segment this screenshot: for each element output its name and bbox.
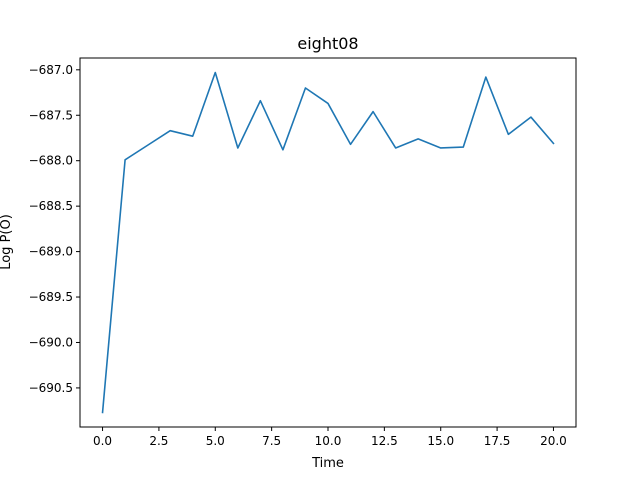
x-tick-label: 20.0	[540, 434, 567, 448]
x-tick-label: 0.0	[93, 434, 112, 448]
data-point	[147, 144, 149, 146]
data-point	[395, 147, 397, 149]
data-point	[372, 111, 374, 113]
series-line	[101, 71, 555, 414]
data-point	[237, 147, 239, 149]
data-point	[485, 76, 487, 78]
data-point	[305, 87, 307, 89]
series-layer	[101, 71, 555, 414]
data-point	[440, 147, 442, 149]
data-point	[350, 143, 352, 145]
x-tick-label: 10.0	[315, 434, 342, 448]
x-tick-label: 7.5	[262, 434, 281, 448]
x-tick-label: 2.5	[149, 434, 168, 448]
data-point	[462, 146, 464, 148]
y-tick-label: −687.5	[29, 108, 73, 122]
data-point	[259, 100, 261, 102]
data-point	[124, 159, 126, 161]
y-tick-label: −689.5	[29, 290, 73, 304]
x-tick-label: 5.0	[206, 434, 225, 448]
x-tick-label: 17.5	[484, 434, 511, 448]
y-axis-label: Log P(O)	[0, 214, 14, 270]
y-tick-label: −690.5	[29, 381, 73, 395]
x-axis-label: Time	[311, 456, 344, 471]
chart-title: eight08	[297, 34, 358, 53]
data-point	[507, 133, 509, 135]
x-tick-label: 15.0	[427, 434, 454, 448]
y-tick-label: −688.5	[29, 199, 73, 213]
y-tick-label: −688.0	[29, 154, 73, 168]
y-tick-label: −689.0	[29, 245, 73, 259]
plot-area-frame	[79, 57, 577, 428]
data-point	[530, 116, 532, 118]
data-point	[282, 149, 284, 151]
data-point	[327, 103, 329, 105]
y-tick-label: −687.0	[29, 63, 73, 77]
y-tick-label: −690.0	[29, 335, 73, 349]
data-point	[169, 130, 171, 132]
data-point	[102, 412, 104, 414]
data-point	[553, 143, 555, 145]
data-point	[192, 135, 194, 137]
x-axis-ticks: 0.0 2.5 5.0 7.5 10.0 12.5 15.0 17.5 20.0	[93, 427, 567, 448]
data-point	[214, 72, 216, 74]
data-point	[417, 138, 419, 140]
y-axis-ticks: −687.0 −687.5 −688.0 −688.5 −689.0 −689.5 −690…	[29, 63, 80, 395]
x-tick-label: 12.5	[371, 434, 398, 448]
